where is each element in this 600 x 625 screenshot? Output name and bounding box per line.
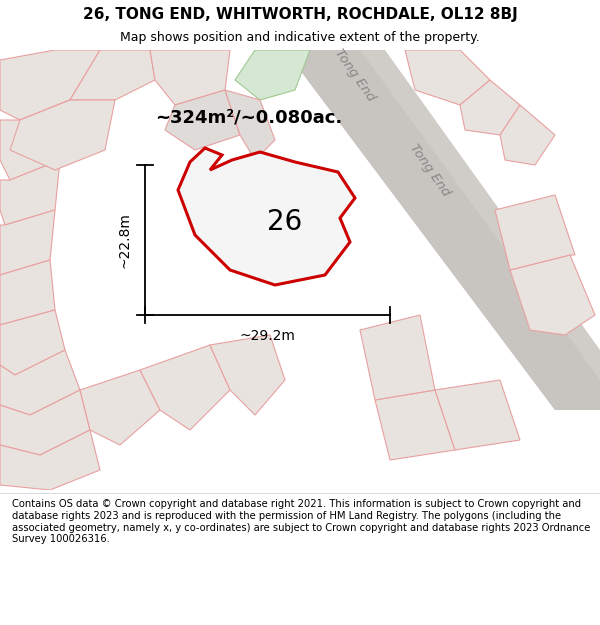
Polygon shape	[460, 80, 520, 135]
Polygon shape	[360, 315, 435, 400]
Polygon shape	[0, 210, 55, 275]
Polygon shape	[0, 350, 80, 415]
Text: Map shows position and indicative extent of the property.: Map shows position and indicative extent…	[120, 31, 480, 44]
Polygon shape	[0, 310, 65, 375]
Polygon shape	[70, 50, 155, 100]
Polygon shape	[0, 390, 90, 455]
Polygon shape	[0, 100, 70, 180]
Polygon shape	[235, 50, 310, 100]
Polygon shape	[0, 260, 55, 325]
Polygon shape	[210, 335, 285, 415]
Polygon shape	[285, 50, 600, 410]
Polygon shape	[285, 50, 600, 410]
Polygon shape	[165, 90, 240, 150]
Polygon shape	[495, 195, 575, 270]
Polygon shape	[225, 90, 275, 160]
Text: ~22.8m: ~22.8m	[117, 212, 131, 268]
Polygon shape	[178, 148, 355, 285]
Text: Contains OS data © Crown copyright and database right 2021. This information is : Contains OS data © Crown copyright and d…	[12, 499, 590, 544]
Polygon shape	[435, 380, 520, 450]
Polygon shape	[510, 255, 595, 335]
Polygon shape	[500, 105, 555, 165]
Text: ~29.2m: ~29.2m	[239, 329, 295, 343]
Text: Tong End: Tong End	[332, 46, 378, 104]
Text: ~324m²/~0.080ac.: ~324m²/~0.080ac.	[155, 109, 342, 127]
Text: Tong End: Tong End	[407, 141, 453, 199]
Polygon shape	[10, 100, 115, 170]
Text: 26: 26	[268, 208, 302, 236]
Polygon shape	[0, 50, 100, 120]
Polygon shape	[150, 50, 230, 105]
Text: 26, TONG END, WHITWORTH, ROCHDALE, OL12 8BJ: 26, TONG END, WHITWORTH, ROCHDALE, OL12 …	[83, 6, 517, 21]
Polygon shape	[0, 160, 60, 225]
Polygon shape	[375, 390, 455, 460]
Polygon shape	[405, 50, 490, 105]
Polygon shape	[0, 430, 100, 490]
Polygon shape	[80, 370, 160, 445]
Polygon shape	[140, 345, 230, 430]
